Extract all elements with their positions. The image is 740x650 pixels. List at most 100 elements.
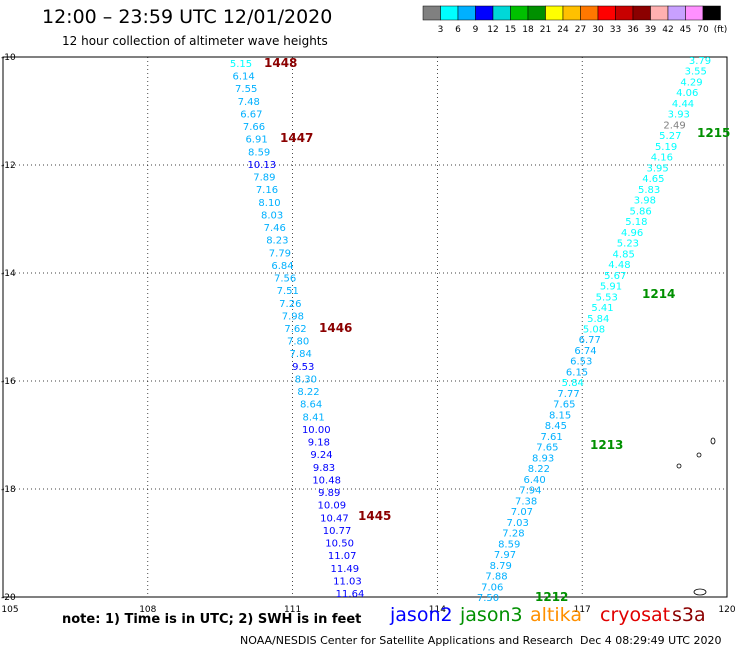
track-right-swh-label: 6.74 [574, 346, 596, 357]
track-left-swh-label: 8.22 [297, 387, 319, 398]
legend-label: 45 [680, 25, 691, 35]
track-left-swh-label: 7.55 [235, 84, 257, 95]
satellite-label-s3a: s3a [672, 604, 706, 626]
track-right-swh-label: 3.79 [689, 56, 711, 67]
track-right-swh-label: 7.88 [485, 572, 507, 583]
y-tick-label: -12 [1, 161, 16, 171]
legend-label: 18 [522, 25, 534, 35]
legend-label: 27 [575, 25, 586, 35]
track-right-time-label: 1215 [697, 126, 730, 140]
track-right-swh-label: 7.97 [494, 550, 516, 561]
legend-label: 70 [697, 25, 709, 35]
legend-label: 42 [662, 25, 673, 35]
track-left-swh-label: 7.51 [277, 286, 299, 297]
wave-height-map: 105 108 111 114 117 120 -10 -12 -14 -16 -18 -20 5.15… [1, 53, 736, 612]
track-right-time-label: 1213 [590, 438, 623, 452]
track-left-swh-label: 9.18 [308, 438, 330, 449]
x-tick-label: 105 [1, 605, 18, 612]
legend-label: 36 [627, 25, 639, 35]
track-right-swh-label: 7.50 [477, 593, 499, 604]
x-tick-label: 111 [284, 605, 301, 612]
island-outline [696, 452, 702, 458]
track-right-swh-label: 7.38 [515, 496, 537, 507]
track-right-swh-label: 4.29 [680, 77, 702, 88]
track-right-swh-label: 4.85 [613, 249, 635, 260]
track-left-swh-label: 11.64 [336, 589, 365, 600]
footnote: note: 1) Time is in UTC; 2) SWH is in fe… [62, 612, 362, 627]
legend-label: 12 [487, 25, 498, 35]
track-left-swh-label: 9.24 [310, 450, 332, 461]
satellite-label-jason3: jason3 [460, 604, 523, 626]
satellite-label-cryosat: cryosat [600, 604, 671, 626]
track-left-swh-label: 10.77 [323, 526, 352, 537]
track-left-swh-label: 8.03 [261, 210, 283, 221]
track-right-time-label: 1214 [642, 287, 675, 301]
track-left-swh-label: 5.15 [230, 59, 252, 70]
legend-label: 6 [455, 25, 461, 35]
track-right-swh-label: 5.18 [625, 217, 647, 228]
track-right-swh-label: 4.16 [651, 153, 673, 164]
y-tick-label: -20 [1, 593, 16, 603]
track-right-swh-label: 7.65 [536, 443, 558, 454]
x-tick-label: 108 [139, 605, 156, 612]
legend-label: 3 [438, 25, 444, 35]
track-right-swh-label: 8.22 [528, 464, 550, 475]
track-right-swh-label: 5.67 [604, 271, 626, 282]
track-right-swh-label: 5.86 [630, 206, 652, 217]
legend-swatch [702, 5, 721, 21]
page-subtitle: 12 hour collection of altimeter wave hei… [62, 34, 328, 48]
track-left-swh-label: 6.14 [232, 72, 254, 83]
track-left-swh-label: 6.91 [245, 135, 267, 146]
track-left-swh-label: 11.07 [328, 551, 357, 562]
track-left-swh-label: 7.62 [284, 324, 306, 335]
track-left-swh-label: 10.47 [320, 513, 349, 524]
track-right-swh-label: 7.77 [557, 389, 579, 400]
track-right-swh-label: 4.06 [676, 88, 698, 99]
track-left-swh-label: 8.10 [258, 198, 280, 209]
track-right-swh-label: 5.27 [659, 131, 681, 142]
track-right-swh-label: 7.03 [507, 518, 529, 529]
track-left-swh-label: 11.49 [330, 564, 359, 575]
track-left-swh-label: 10.48 [312, 475, 341, 486]
track-right-swh-label: 7.06 [481, 582, 503, 593]
track-right-swh-label: 3.55 [685, 67, 707, 78]
track-right-swh-label: 5.83 [638, 185, 660, 196]
legend-label: 21 [540, 25, 551, 35]
track-right-swh-label: 5.19 [655, 142, 677, 153]
track-right-swh-label: 7.28 [502, 529, 524, 540]
track-right-swh-label: 8.15 [549, 410, 571, 421]
track-right-swh-label: 3.98 [634, 196, 656, 207]
track-right-swh-label: 3.93 [668, 110, 690, 121]
x-tick-label: 120 [718, 605, 735, 612]
track-left-swh-label: 10.00 [302, 425, 331, 436]
track-left-swh-label: 10.13 [247, 160, 276, 171]
legend-label: 24 [557, 25, 569, 35]
track-right-swh-label: 6.15 [566, 367, 588, 378]
track-left-swh-label: 7.48 [238, 97, 260, 108]
track-left-swh-label: 7.16 [256, 185, 278, 196]
track-right-swh-label: 6.53 [570, 357, 592, 368]
track-left-swh-label: 9.53 [292, 362, 314, 373]
track-left-swh-label: 6.84 [271, 261, 293, 272]
track-right-swh-label: 7.65 [553, 400, 575, 411]
track-left-swh-label: 11.03 [333, 576, 362, 587]
track-right-swh-label: 7.61 [540, 432, 562, 443]
track-right-swh-label: 4.65 [642, 174, 664, 185]
legend-label: 39 [645, 25, 657, 35]
x-tick-label: 117 [574, 605, 591, 612]
track-left-swh-label: 7.46 [264, 223, 286, 234]
satellite-label-altika: altika [530, 604, 582, 626]
track-right-swh-label: 8.79 [490, 561, 512, 572]
track-right-time-label: 1212 [535, 590, 568, 604]
track-left-swh-label: 8.30 [295, 374, 317, 385]
y-tick-label: -10 [1, 53, 16, 63]
legend-label: (ft) [714, 25, 728, 35]
y-tick-label: -16 [1, 377, 16, 387]
track-right-swh-label: 6.40 [524, 475, 546, 486]
track-left-swh-label: 9.89 [318, 488, 340, 499]
track-left-time-label: 1448 [264, 56, 297, 70]
track-left-swh-label: 10.50 [325, 539, 354, 550]
track-right-swh-label: 8.93 [532, 453, 554, 464]
credit-line: NOAA/NESDIS Center for Satellite Applica… [240, 634, 574, 647]
track-left-time-label: 1445 [358, 509, 391, 523]
